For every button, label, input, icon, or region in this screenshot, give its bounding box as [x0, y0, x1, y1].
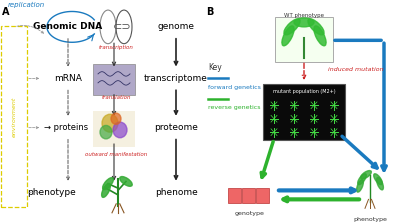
Text: transcriptome: transcriptome [144, 74, 208, 83]
Text: replication: replication [8, 1, 45, 8]
Text: transcription: transcription [98, 45, 134, 50]
Text: proteome: proteome [154, 123, 198, 132]
Text: B: B [206, 7, 213, 17]
Text: outward manifestation: outward manifestation [85, 152, 147, 157]
FancyBboxPatch shape [93, 111, 135, 147]
Text: forward genetics: forward genetics [208, 85, 261, 90]
Ellipse shape [103, 178, 113, 190]
Text: A: A [2, 7, 10, 17]
Ellipse shape [282, 26, 294, 46]
Text: reverse genetics: reverse genetics [208, 105, 260, 110]
Text: → proteins: → proteins [44, 123, 88, 132]
Ellipse shape [358, 174, 366, 185]
Text: mRNA: mRNA [54, 74, 82, 83]
Ellipse shape [294, 18, 314, 27]
Text: translation: translation [101, 95, 131, 100]
Ellipse shape [120, 177, 132, 186]
Ellipse shape [308, 19, 324, 35]
FancyBboxPatch shape [242, 188, 256, 203]
FancyBboxPatch shape [263, 84, 345, 140]
Ellipse shape [284, 19, 300, 35]
Text: WT phenotype: WT phenotype [284, 13, 324, 18]
Text: genome: genome [158, 22, 194, 31]
Text: ⊂⊃: ⊂⊃ [113, 22, 131, 32]
Ellipse shape [374, 174, 382, 185]
Text: mutant population (M2+): mutant population (M2+) [273, 89, 335, 94]
Ellipse shape [376, 177, 384, 190]
Text: genotype: genotype [235, 211, 265, 215]
FancyBboxPatch shape [275, 17, 333, 62]
FancyBboxPatch shape [256, 188, 270, 203]
Text: phenotype: phenotype [28, 188, 76, 197]
Ellipse shape [102, 183, 110, 197]
FancyBboxPatch shape [93, 64, 135, 95]
Ellipse shape [361, 171, 371, 179]
Text: Genomic DNA: Genomic DNA [33, 22, 103, 31]
Circle shape [111, 113, 121, 124]
Ellipse shape [356, 180, 364, 192]
Circle shape [102, 114, 118, 132]
Text: phenome: phenome [155, 188, 197, 197]
Circle shape [100, 125, 112, 139]
Text: Key: Key [208, 63, 222, 72]
Text: environment: environment [12, 96, 16, 137]
Circle shape [113, 122, 127, 138]
Text: induced mutation: induced mutation [328, 67, 384, 72]
Ellipse shape [314, 26, 326, 46]
Text: phenotype: phenotype [353, 217, 387, 222]
FancyBboxPatch shape [228, 188, 242, 203]
